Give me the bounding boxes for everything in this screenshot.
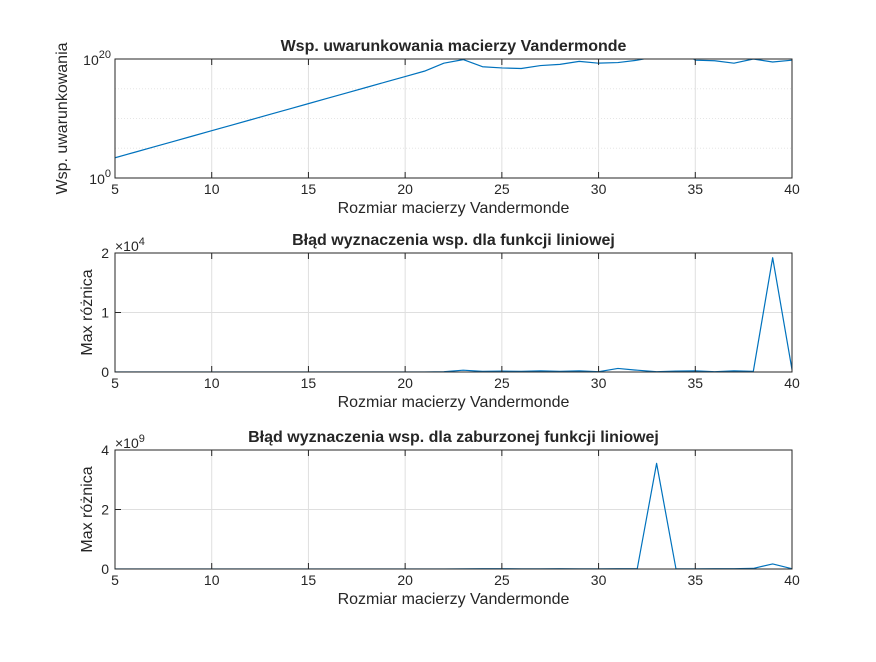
- y-tick-label: 2: [101, 502, 109, 518]
- x-tick-label: 5: [111, 375, 119, 391]
- x-tick-label: 10: [204, 572, 220, 588]
- x-tick-label: 10: [204, 181, 220, 197]
- y-exponent-label: ×109: [115, 433, 145, 451]
- y-axis-label: Max różnica: [79, 269, 96, 355]
- y-axis-label: Max różnica: [79, 466, 96, 552]
- x-tick-label: 25: [494, 572, 510, 588]
- x-axis-label: Rozmiar macierzy Vandermonde: [338, 200, 570, 217]
- x-axis-label: Rozmiar macierzy Vandermonde: [338, 591, 570, 608]
- x-tick-label: 35: [687, 375, 703, 391]
- x-tick-label: 30: [591, 572, 607, 588]
- subplot-2: 5 10 15 20 25 30 35 40 0 1 2 ×104 Błąd wyznaczenia w…: [79, 232, 800, 411]
- x-tick-label: 40: [784, 572, 800, 588]
- x-tick-label: 5: [111, 572, 119, 588]
- x-tick-label: 20: [397, 375, 413, 391]
- x-tick-label: 30: [591, 181, 607, 197]
- y-tick-label: 100: [89, 168, 111, 187]
- subplot-title: Błąd wyznaczenia wsp. dla funkcji liniow…: [292, 232, 615, 249]
- y-tick-base: 10: [83, 52, 99, 68]
- y-exponent-base: ×10: [115, 435, 139, 451]
- x-tick-label: 5: [111, 181, 119, 197]
- y-tick-base: 10: [89, 171, 105, 187]
- x-tick-label: 25: [494, 375, 510, 391]
- series-line: [115, 462, 792, 569]
- x-tick-label: 30: [591, 375, 607, 391]
- y-tick-label: 2: [101, 245, 109, 261]
- x-tick-label: 35: [687, 181, 703, 197]
- x-tick-label: 10: [204, 375, 220, 391]
- axes-frame: [114, 58, 793, 179]
- subplot-3: 5 10 15 20 25 30 35 40 0 2 4 ×109 Błąd wyznaczenia w…: [79, 429, 800, 608]
- y-tick-label: 0: [101, 561, 109, 577]
- y-tick-exponent: 20: [99, 49, 111, 61]
- x-tick-label: 20: [397, 572, 413, 588]
- x-tick-label: 25: [494, 181, 510, 197]
- y-tick-label: 4: [101, 442, 109, 458]
- y-exponent-power: 4: [139, 236, 145, 248]
- y-axis-label: Wsp. uwarunkowania: [54, 42, 71, 194]
- subplot-title: Błąd wyznaczenia wsp. dla zaburzonej fun…: [248, 429, 659, 446]
- y-tick-label: 1: [101, 305, 109, 321]
- y-exponent-label: ×104: [115, 236, 145, 254]
- x-axis-label: Rozmiar macierzy Vandermonde: [338, 394, 570, 411]
- series-line: [115, 59, 792, 159]
- x-tick-label: 20: [397, 181, 413, 197]
- x-tick-label: 15: [301, 181, 317, 197]
- y-exponent-power: 9: [139, 433, 145, 445]
- x-tick-label: 35: [687, 572, 703, 588]
- y-exponent-base: ×10: [115, 238, 139, 254]
- series-line: [115, 257, 792, 372]
- x-tick-label: 15: [301, 572, 317, 588]
- x-tick-label: 40: [784, 181, 800, 197]
- subplot-title: Wsp. uwarunkowania macierzy Vandermonde: [281, 38, 627, 55]
- y-tick-label: 0: [101, 364, 109, 380]
- y-tick-exponent: 0: [105, 168, 111, 180]
- y-tick-label: 1020: [83, 49, 111, 68]
- x-tick-label: 40: [784, 375, 800, 391]
- x-tick-label: 15: [301, 375, 317, 391]
